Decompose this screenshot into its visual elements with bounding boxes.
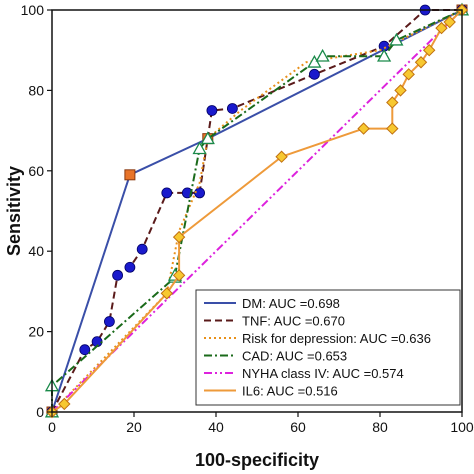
series-5-point-8 <box>386 96 399 109</box>
series-3-point-8 <box>376 48 392 62</box>
x-tick-label-20: 20 <box>126 419 142 435</box>
series-5-point-4 <box>172 230 186 244</box>
series-line-5 <box>51 9 463 413</box>
y-tick-label-0: 0 <box>36 404 44 420</box>
series-1-point-11 <box>226 103 238 114</box>
y-tick-label-100: 100 <box>21 2 45 18</box>
series-3-point-5 <box>200 131 215 145</box>
series-5-point-6 <box>357 122 370 135</box>
plot-frame <box>51 9 463 413</box>
x-axis-title: 100-specificity <box>195 450 319 470</box>
series-5-point-10 <box>402 68 415 81</box>
series-0-point-1 <box>124 169 136 181</box>
series-1-point-7 <box>161 187 173 199</box>
y-axis-title: Sensitivity <box>4 166 24 256</box>
series-5-point-5 <box>275 150 288 163</box>
series-line-4 <box>51 9 463 413</box>
series-1-point-9 <box>194 187 206 199</box>
series-1-point-4 <box>112 269 123 281</box>
series-3-point-7 <box>315 48 330 62</box>
legend-label-2: Risk for depression: AUC =0.636 <box>242 331 431 346</box>
series-1-point-12 <box>308 68 320 80</box>
legend: DM: AUC =0.698 TNF: AUC =0.670 Risk for de… <box>195 289 461 406</box>
y-tick-label-20: 20 <box>28 324 44 340</box>
legend-box <box>195 289 461 406</box>
series-5-point-14 <box>443 15 456 29</box>
series-5-point-13 <box>435 21 448 35</box>
x-tick-label-40: 40 <box>208 419 224 435</box>
legend-label-4: NYHA class IV: AUC =0.574 <box>242 366 404 381</box>
series-5-point-7 <box>386 122 399 135</box>
series-1-point-10 <box>206 105 218 116</box>
series-1-point-3 <box>104 316 115 327</box>
series-4 <box>51 9 463 413</box>
series-1-point-1 <box>79 344 91 356</box>
legend-label-0: DM: AUC =0.698 <box>242 296 340 311</box>
series-3-point-9 <box>389 32 404 46</box>
x-tick-label-60: 60 <box>290 419 306 435</box>
series-5-point-2 <box>160 287 174 300</box>
legend-label-3: CAD: AUC =0.653 <box>242 349 347 364</box>
legend-label-5: IL6: AUC =0.516 <box>242 384 338 399</box>
x-tick-label-0: 0 <box>48 419 56 435</box>
y-tick-label-40: 40 <box>28 243 44 259</box>
series-line-3 <box>51 9 463 412</box>
legend-label-1: TNF: AUC =0.670 <box>242 314 345 329</box>
series-1 <box>46 4 468 418</box>
series-1-point-5 <box>124 261 136 273</box>
series-5-point-1 <box>58 397 71 411</box>
series-3-point-4 <box>192 141 207 155</box>
series-5-point-11 <box>414 56 428 69</box>
x-tick-label-80: 80 <box>372 419 388 435</box>
series-5-point-12 <box>422 43 436 57</box>
series-1-point-6 <box>136 243 148 255</box>
y-tick-label-80: 80 <box>28 82 44 98</box>
axes: 0 20 40 60 80 100 0 20 40 60 80 100 100-specificity S… <box>4 2 474 470</box>
series-line-0 <box>51 9 463 413</box>
x-tick-label-100: 100 <box>450 419 474 435</box>
series-5-point-9 <box>394 84 407 97</box>
y-tick-label-60: 60 <box>28 163 44 179</box>
series-5-point-3 <box>172 269 186 282</box>
